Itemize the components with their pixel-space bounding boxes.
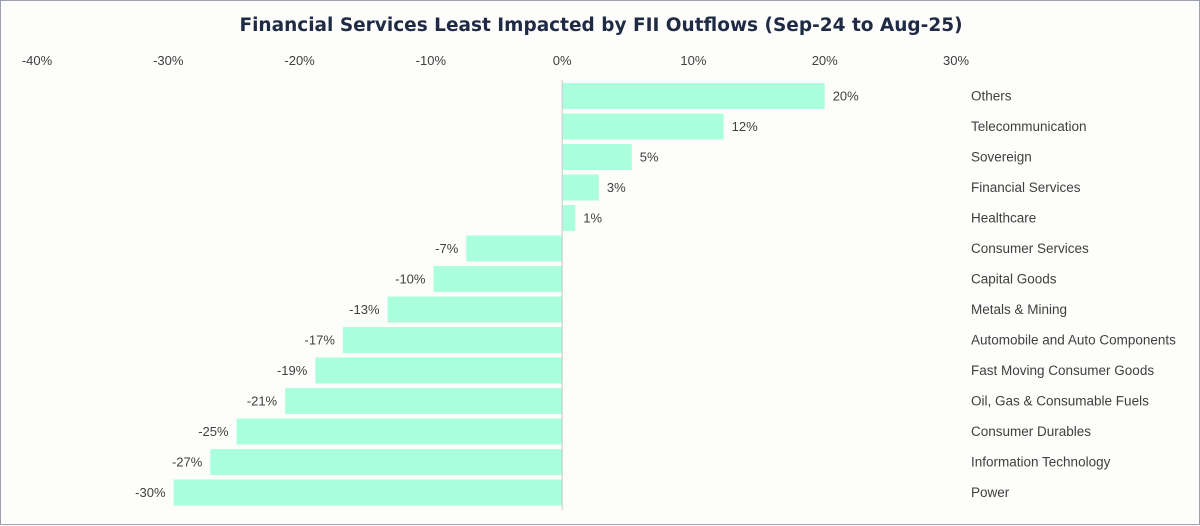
bar [285,388,563,414]
category-label: Consumer Services [971,241,1089,256]
category-label: Others [971,89,1012,104]
bar [210,449,563,475]
data-label: 3% [607,180,626,195]
category-label: Healthcare [971,211,1036,226]
bar [173,479,563,506]
bar [562,83,825,109]
category-label: Sovereign [971,150,1032,165]
data-labels: 20% 12% 5% 3% 1% -7% -10% -13% -17% -19% -21% -25% -… [135,89,859,501]
data-label: 20% [833,89,859,104]
data-label: -10% [395,272,426,287]
x-tick-label: -40% [22,53,53,68]
bar [236,418,563,445]
bar [315,357,563,384]
bar [342,327,563,353]
chart-title: Financial Services Least Impacted by FII… [239,15,963,36]
bars [173,83,825,506]
data-label: -17% [305,333,336,348]
x-tick-label: 20% [812,53,838,68]
bar [562,113,724,140]
bar [387,296,563,323]
x-tick-label: 30% [943,53,969,68]
bar [562,144,632,170]
x-tick-label: 10% [680,53,706,68]
category-label: Capital Goods [971,272,1057,287]
x-axis-ticks: -40% -30% -20% -10% 0% 10% 20% 30% [22,53,970,68]
category-label: Financial Services [971,180,1081,195]
category-label: Automobile and Auto Components [971,333,1176,348]
category-label: Oil, Gas & Consumable Fuels [971,394,1149,409]
data-label: -30% [135,485,166,500]
bar [433,266,563,292]
data-label: -13% [349,302,380,317]
x-tick-label: -10% [416,53,447,68]
category-label: Consumer Durables [971,424,1091,439]
x-tick-label: 0% [553,53,572,68]
bar [562,174,599,201]
category-labels: Others Telecommunication Sovereign Financia… [971,89,1176,501]
data-label: 12% [732,119,758,134]
data-label: -19% [277,363,308,378]
bar [466,235,563,262]
data-label: 5% [640,150,659,165]
data-label: -27% [172,455,203,470]
bar [562,205,576,231]
category-label: Metals & Mining [971,302,1067,317]
data-label: -25% [198,424,229,439]
category-label: Information Technology [971,455,1111,470]
category-label: Fast Moving Consumer Goods [971,363,1154,378]
data-label: -21% [247,394,278,409]
category-label: Power [971,485,1010,500]
x-tick-label: -20% [284,53,315,68]
data-label: 1% [583,211,602,226]
x-tick-label: -30% [153,53,184,68]
category-label: Telecommunication [971,119,1087,134]
data-label: -7% [435,241,459,256]
